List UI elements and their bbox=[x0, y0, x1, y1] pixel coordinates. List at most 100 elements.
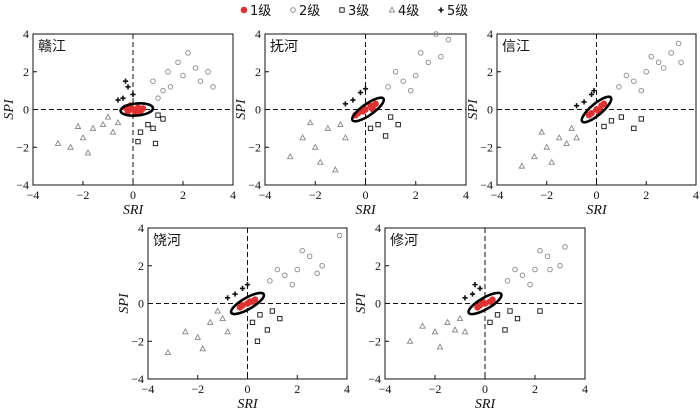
point-2级 bbox=[407, 87, 414, 94]
point-4级 bbox=[311, 143, 319, 150]
y-tick-label: 4 bbox=[23, 27, 29, 41]
point-5级 bbox=[472, 282, 478, 288]
x-axis-label: SRI bbox=[237, 397, 259, 412]
point-2级 bbox=[155, 95, 161, 101]
point-2级 bbox=[445, 36, 452, 43]
point-2级 bbox=[519, 272, 526, 278]
panel-title: 抚河 bbox=[270, 39, 298, 55]
x-tick-label: −2 bbox=[77, 188, 90, 202]
point-5级 bbox=[581, 99, 587, 105]
y-tick-label: 0 bbox=[375, 297, 381, 311]
point-3级 bbox=[269, 308, 276, 314]
point-2级 bbox=[512, 266, 518, 273]
point-2级 bbox=[418, 50, 424, 56]
point-4级 bbox=[89, 124, 97, 131]
point-3级 bbox=[502, 327, 508, 333]
y-tick-label: −4 bbox=[480, 178, 493, 192]
point-5级 bbox=[115, 97, 121, 103]
y-tick-label: 0 bbox=[487, 103, 493, 117]
point-3级 bbox=[608, 118, 615, 124]
point-4级 bbox=[342, 134, 349, 141]
x-axis-label: SRI bbox=[123, 203, 145, 218]
legend-label-2: 2级 bbox=[299, 4, 320, 19]
point-4级 bbox=[84, 149, 92, 156]
point-4级 bbox=[164, 348, 172, 356]
y-tick-label: 4 bbox=[375, 221, 381, 235]
point-2级 bbox=[210, 84, 216, 90]
legend-label-3: 3级 bbox=[348, 4, 369, 19]
point-4级 bbox=[286, 152, 294, 160]
y-tick-label: −2 bbox=[368, 334, 381, 348]
point-2级 bbox=[267, 278, 273, 284]
point-1级 bbox=[137, 108, 144, 115]
point-1级 bbox=[236, 303, 244, 311]
point-4级 bbox=[406, 337, 414, 344]
point-2级 bbox=[537, 247, 543, 254]
panel-title: 信江 bbox=[502, 39, 530, 55]
point-4级 bbox=[431, 328, 439, 335]
point-4级 bbox=[219, 314, 226, 322]
y-tick-label: −4 bbox=[248, 178, 261, 192]
legend-label-4: 4级 bbox=[398, 4, 419, 19]
point-2级 bbox=[675, 40, 682, 47]
point-2级 bbox=[438, 53, 444, 60]
x-tick-label: 4 bbox=[230, 188, 236, 202]
point-4级 bbox=[518, 162, 526, 169]
y-tick-label: −2 bbox=[248, 140, 261, 154]
point-4级 bbox=[99, 120, 107, 128]
y-tick-label: −2 bbox=[131, 334, 144, 348]
point-4级 bbox=[451, 326, 459, 333]
point-3级 bbox=[254, 338, 261, 344]
point-5级 bbox=[239, 285, 246, 291]
point-2级 bbox=[668, 50, 674, 56]
point-4级 bbox=[74, 122, 82, 129]
point-2级 bbox=[299, 247, 305, 254]
x-tick-label: 2 bbox=[643, 188, 649, 202]
point-2级 bbox=[167, 84, 174, 90]
x-tick-label: −2 bbox=[429, 382, 442, 396]
x-tick-label: −2 bbox=[540, 188, 553, 202]
point-4级 bbox=[530, 152, 538, 160]
point-3级 bbox=[152, 140, 159, 147]
point-3级 bbox=[618, 114, 625, 120]
x-tick-label: 0 bbox=[594, 188, 600, 202]
point-2级 bbox=[648, 53, 654, 60]
point-2级 bbox=[660, 65, 667, 71]
point-4级 bbox=[436, 343, 444, 350]
point-4级 bbox=[54, 139, 62, 146]
point-4级 bbox=[114, 118, 122, 126]
panel-title: 饶河 bbox=[153, 233, 181, 249]
y-tick-label: −4 bbox=[368, 372, 381, 386]
x-tick-label: 2 bbox=[294, 382, 300, 396]
point-3级 bbox=[137, 129, 144, 135]
x-tick-label: 0 bbox=[482, 382, 488, 396]
point-4级 bbox=[109, 128, 117, 135]
point-2级 bbox=[282, 272, 288, 278]
point-4级 bbox=[555, 134, 563, 141]
y-tick-label: 0 bbox=[138, 297, 144, 311]
y-tick-label: 2 bbox=[23, 65, 29, 79]
legend-marker-3 bbox=[339, 7, 345, 13]
point-5级 bbox=[342, 101, 348, 107]
y-tick-label: 0 bbox=[255, 103, 261, 117]
point-3级 bbox=[395, 121, 401, 128]
legend-label-1: 1级 bbox=[250, 4, 271, 19]
point-2级 bbox=[544, 253, 551, 260]
point-4级 bbox=[79, 134, 87, 141]
point-4级 bbox=[181, 328, 189, 335]
point-4级 bbox=[548, 158, 556, 165]
x-tick-label: 4 bbox=[693, 188, 699, 202]
point-4级 bbox=[299, 134, 307, 141]
point-2级 bbox=[294, 266, 301, 273]
point-4级 bbox=[331, 166, 339, 173]
point-1级 bbox=[585, 111, 593, 119]
y-axis-label: SPI bbox=[466, 98, 481, 120]
point-5级 bbox=[574, 103, 580, 109]
panel-4: −4 −2 0 2 4 −4 −2 0 2 4 SRI SPI 饶河 bbox=[117, 221, 350, 412]
point-2级 bbox=[274, 266, 281, 273]
point-3级 bbox=[264, 327, 271, 333]
point-1级 bbox=[600, 100, 608, 108]
x-axis-label: SRI bbox=[355, 203, 377, 218]
panels: −4 −2 0 2 4 −4 −2 0 2 4 SRI SPI 赣江 −4 −2 0 2 4 −4 −2 0 2 4 SRI S… bbox=[2, 27, 699, 412]
